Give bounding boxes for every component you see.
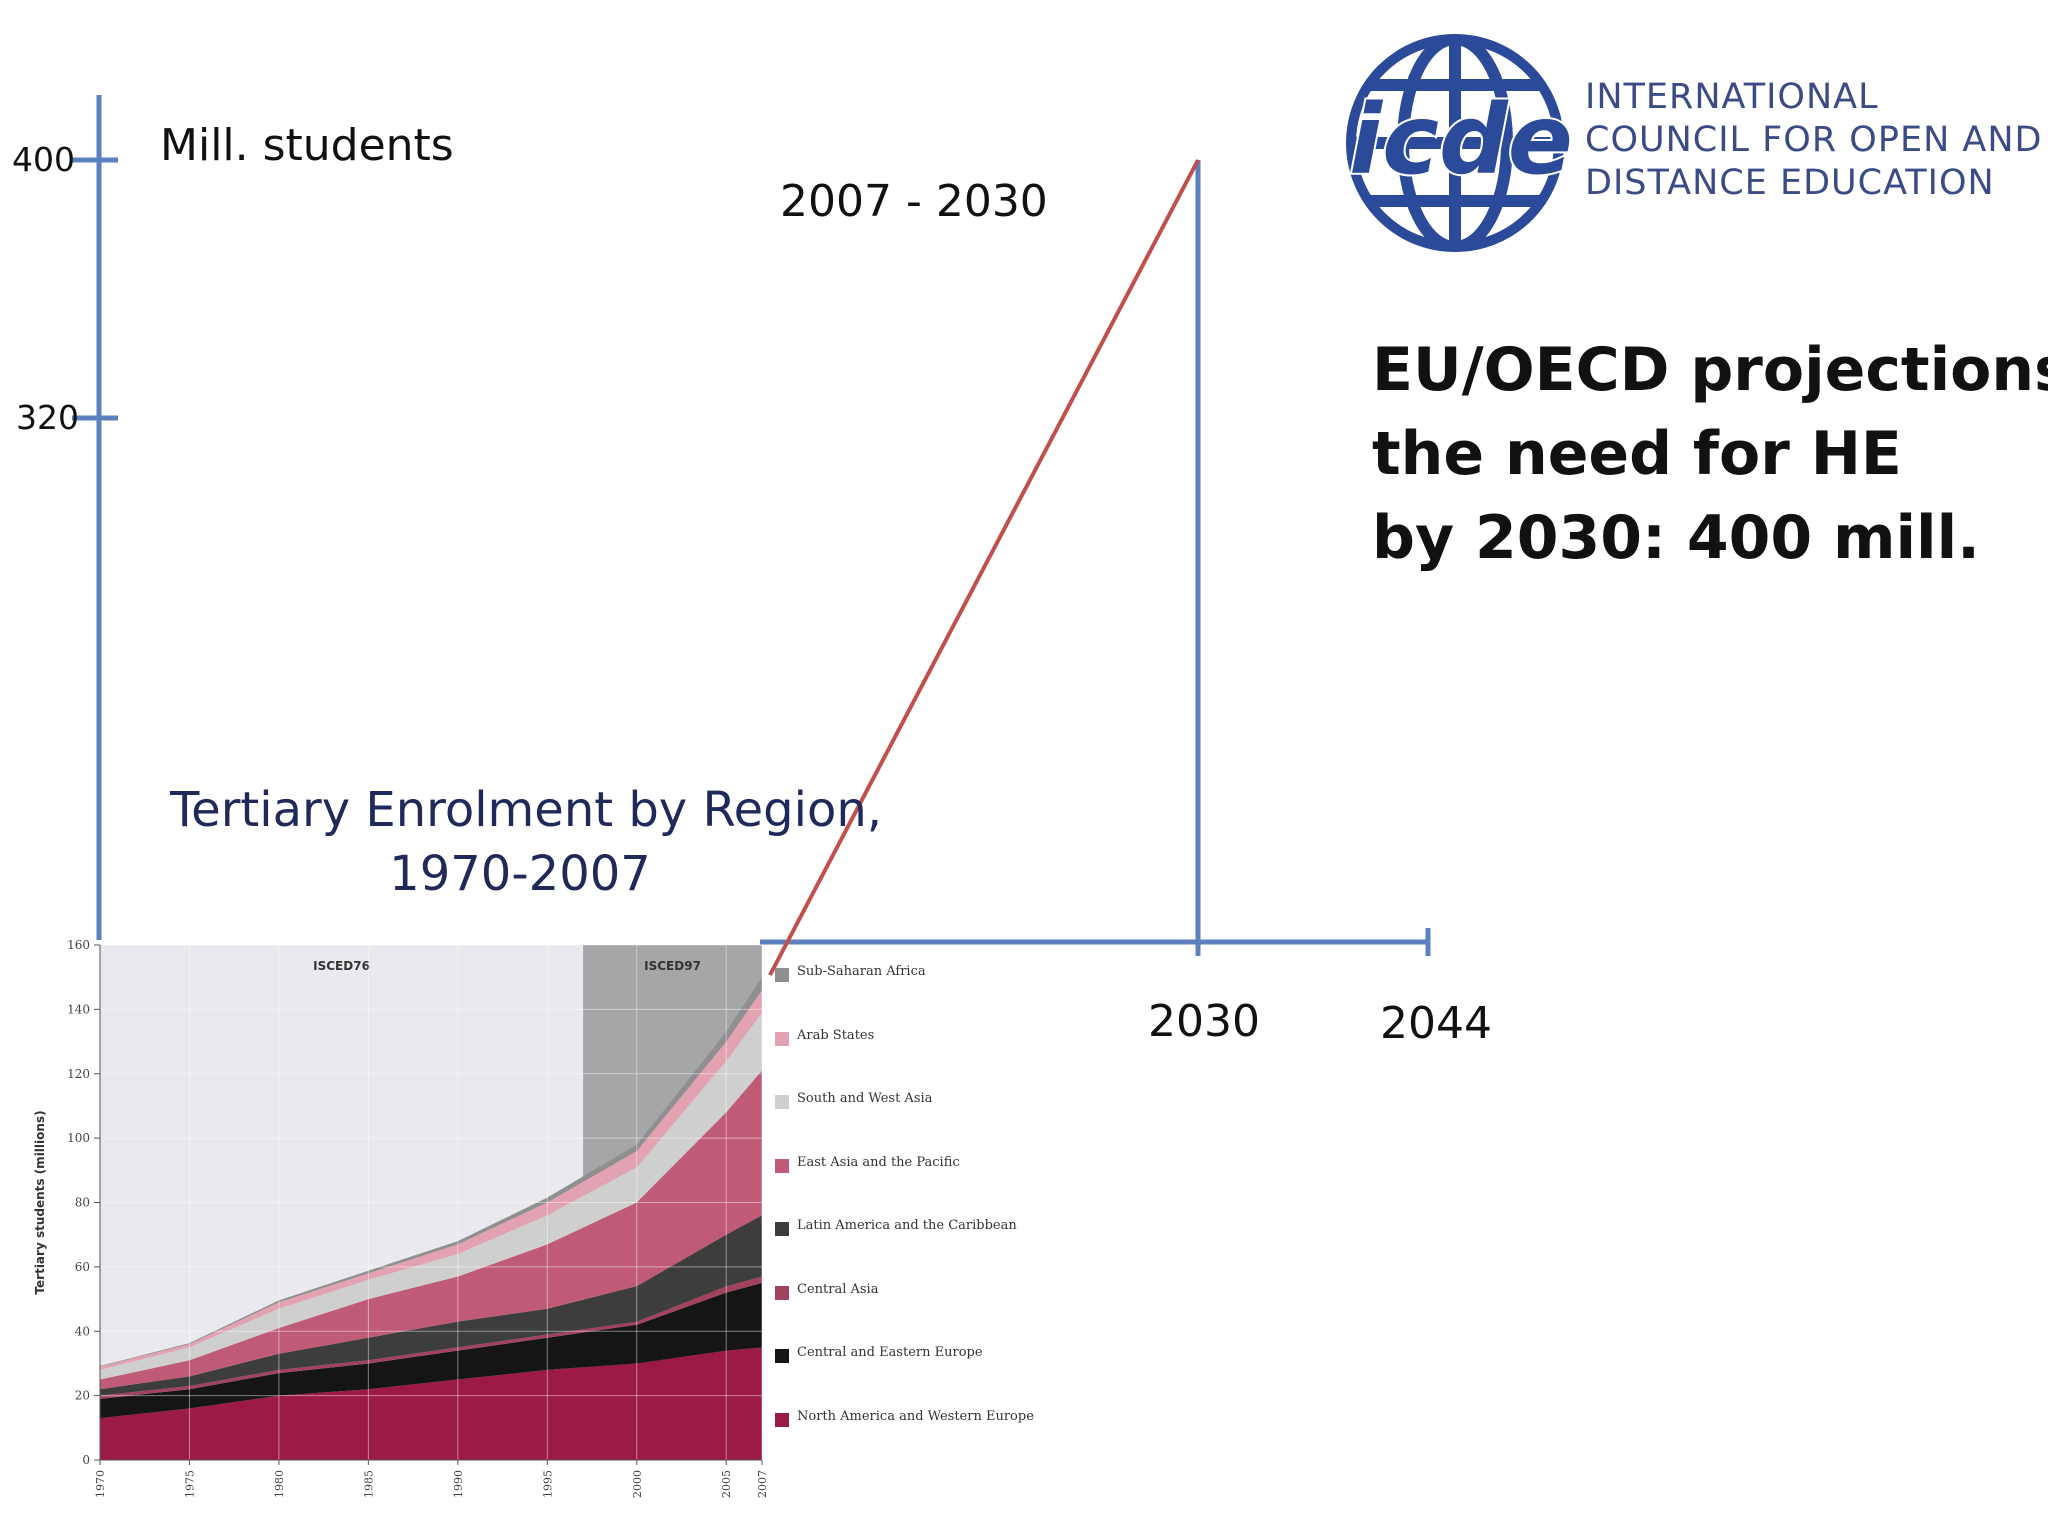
region-label-isced97: ISCED97: [644, 959, 701, 973]
legend-swatch: [775, 968, 789, 982]
icde-globe-logo: icde: [1346, 34, 1575, 252]
y-tick-400: 400: [12, 140, 75, 179]
logo-text: INTERNATIONAL COUNCIL FOR OPEN AND DISTA…: [1585, 76, 2042, 205]
chart-title: Tertiary Enrolment by Region, 1970-2007: [170, 778, 883, 906]
y-tick-label-0: 0: [82, 1453, 90, 1467]
y-tick-label-120: 120: [67, 1067, 90, 1081]
x-tick-label-1970: 1970: [94, 1470, 107, 1498]
x-tick-label-2007: 2007: [756, 1470, 769, 1498]
legend-swatch: [775, 1158, 789, 1173]
logo-line-3: DISTANCE EDUCATION: [1585, 163, 1995, 203]
chart-y-axis-title: Tertiary students (millions): [33, 1110, 47, 1294]
area-series-1: [100, 1282, 762, 1419]
enrolment-area-chart: ISCED76 ISCED97 0 20 40 60 80 100 120 140 160 1970 1…: [33, 938, 769, 1498]
legend-swatch: [775, 1222, 789, 1236]
period-label: 2007 - 2030: [780, 176, 1048, 227]
logo-line-2: COUNCIL FOR OPEN AND: [1585, 120, 2043, 160]
legend-label: Arab States: [797, 1027, 875, 1043]
y-tick-label-100: 100: [67, 1131, 90, 1145]
projection-statement: EU/OECD projections the need for HE by 2…: [1372, 328, 2048, 580]
unit-label: Mill. students: [160, 120, 454, 171]
legend-swatch: [775, 1031, 789, 1046]
x-tick-label-1980: 1980: [273, 1470, 286, 1498]
logo-mark-text: icde: [1349, 84, 1573, 196]
projection-line-2: the need for HE: [1372, 419, 1902, 489]
x-tick-label-2000: 2000: [631, 1470, 644, 1498]
region-label-isced76: ISCED76: [313, 959, 370, 973]
x-tick-label-1995: 1995: [541, 1470, 554, 1498]
projection-line-1: EU/OECD projections: [1372, 335, 2048, 405]
x-tick-label-1990: 1990: [452, 1470, 465, 1498]
area-series-3: [100, 1215, 762, 1396]
legend-label: East Asia and the Pacific: [797, 1154, 960, 1170]
area-series-5: [100, 1012, 762, 1380]
projection-line: [768, 159, 1200, 976]
legend-label: Central Asia: [797, 1281, 879, 1297]
legend-label: Sub-Saharan Africa: [797, 964, 926, 979]
x-tick-2030: 2030: [1148, 996, 1260, 1047]
y-tick-320: 320: [16, 398, 79, 437]
legend-swatch: [775, 1412, 789, 1427]
x-tick-label-1975: 1975: [183, 1470, 196, 1498]
y-tick-label-40: 40: [75, 1324, 90, 1338]
x-tick-2044: 2044: [1380, 998, 1492, 1049]
legend-label: North America and Western Europe: [797, 1408, 1034, 1424]
x-tick-label-1985: 1985: [362, 1470, 375, 1498]
legend-label: Latin America and the Caribbean: [797, 1218, 1017, 1233]
area-series-0: [100, 1347, 762, 1460]
legend-label: Central and Eastern Europe: [797, 1345, 983, 1360]
projection-line-3: by 2030: 400 mill.: [1372, 503, 1980, 573]
legend-swatch: [775, 1095, 789, 1109]
area-series-4: [100, 1070, 762, 1390]
legend-swatch: [775, 1349, 789, 1363]
legend-label: South and West Asia: [797, 1091, 933, 1106]
y-tick-label-80: 80: [75, 1196, 90, 1210]
chart-title-line-2: 1970-2007: [389, 846, 651, 902]
y-tick-label-140: 140: [67, 1002, 90, 1016]
y-tick-label-60: 60: [75, 1260, 90, 1274]
chart-title-line-1: Tertiary Enrolment by Region,: [170, 782, 883, 838]
y-tick-label-20: 20: [75, 1389, 90, 1403]
logo-line-1: INTERNATIONAL: [1585, 77, 1879, 117]
y-tick-label-160: 160: [67, 938, 90, 952]
legend-swatch: [775, 1285, 789, 1300]
x-tick-label-2005: 2005: [720, 1470, 733, 1498]
